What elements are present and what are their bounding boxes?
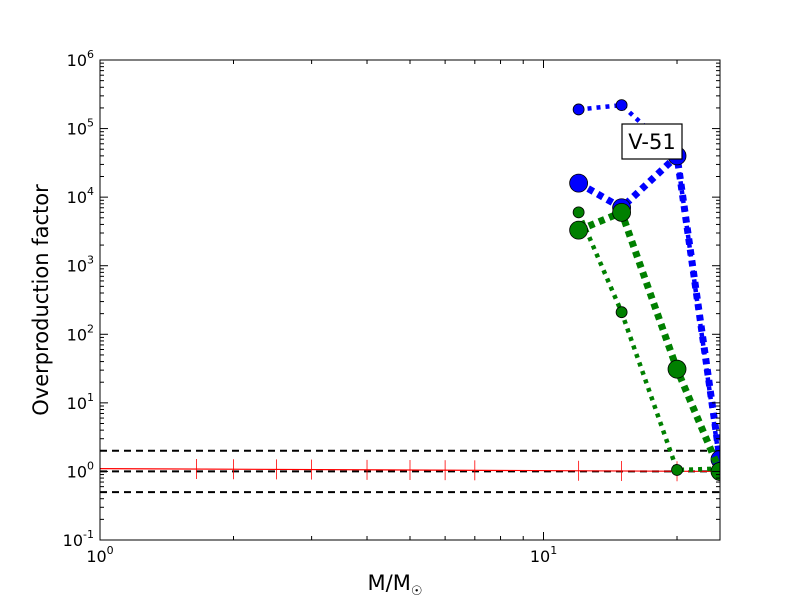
y-tick-label-4: 103 bbox=[67, 254, 94, 276]
series-3-point-1 bbox=[612, 202, 632, 222]
baseline bbox=[100, 459, 720, 482]
series-1-point-0 bbox=[569, 173, 589, 193]
x-tick-label-1: 101 bbox=[530, 544, 557, 566]
y-tick-label-5: 104 bbox=[67, 185, 94, 207]
annotation-label: V-51 bbox=[628, 130, 675, 154]
y-tick-label-0: 10-1 bbox=[63, 528, 94, 550]
y-tick-label-7: 106 bbox=[67, 48, 94, 70]
axis-ticks bbox=[99, 59, 720, 541]
series-3-line bbox=[577, 207, 720, 473]
series-0-point-0 bbox=[572, 103, 585, 116]
series-2-point-0 bbox=[572, 206, 585, 219]
series-0-line bbox=[578, 102, 720, 467]
series-0-point-1 bbox=[615, 99, 628, 111]
series-3-point-2 bbox=[667, 359, 687, 379]
x-axis-title: M/M☉ bbox=[368, 571, 423, 599]
y-axis-title: Overproduction factor bbox=[29, 184, 53, 416]
y-tick-label-3: 102 bbox=[67, 322, 94, 344]
annotation-box: V-51 bbox=[621, 123, 683, 160]
series-2-point-1 bbox=[615, 306, 628, 319]
y-tick-label-1: 100 bbox=[67, 459, 94, 481]
annotation-frame bbox=[621, 123, 683, 160]
series-2-point-2 bbox=[671, 464, 683, 476]
series-3-point-0 bbox=[569, 220, 589, 240]
x-tick-label-0: 100 bbox=[86, 544, 113, 566]
x-axis-title-main: M/M bbox=[368, 571, 411, 595]
y-tick-label-6: 105 bbox=[67, 117, 94, 139]
y-tick-label-2: 101 bbox=[67, 391, 94, 413]
x-axis-title-sub: ☉ bbox=[411, 584, 423, 599]
series-2-line bbox=[576, 211, 720, 473]
series-group bbox=[569, 99, 720, 481]
series-1-line bbox=[576, 148, 720, 460]
